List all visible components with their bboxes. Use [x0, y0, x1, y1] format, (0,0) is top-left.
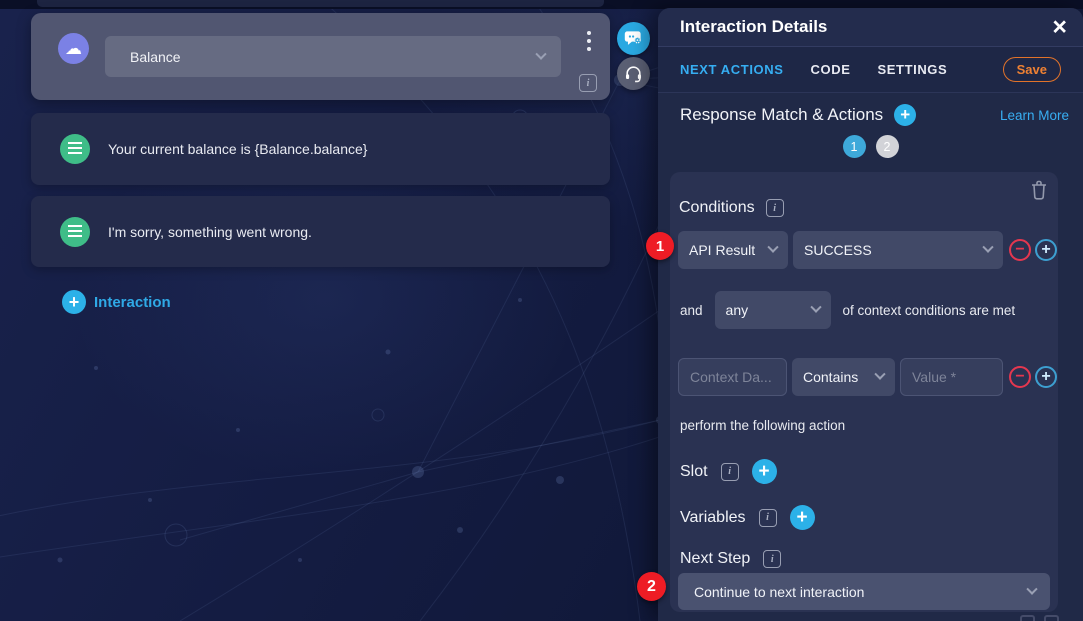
slot-info-icon[interactable]: i	[720, 462, 739, 481]
api-match-select[interactable]: SUCCESS	[793, 231, 1003, 269]
panel-header: Interaction Details ×	[658, 8, 1083, 47]
message-icon	[60, 134, 90, 164]
page-dot-2[interactable]: 2	[875, 135, 899, 158]
cloud-api-icon: ☁	[58, 33, 89, 64]
api-result-select[interactable]: API Result	[678, 231, 788, 269]
chatbot-settings-button[interactable]	[617, 22, 650, 55]
match-pagination: 1 2	[658, 135, 1083, 158]
panel-title: Interaction Details	[680, 17, 828, 36]
remove-condition-button[interactable]: −	[1009, 239, 1031, 261]
chevron-down-icon	[809, 301, 822, 313]
trash-icon[interactable]	[1029, 179, 1049, 201]
panel-tabs: NEXT ACTIONS CODE SETTINGS Save	[658, 47, 1083, 93]
next-step-row: Next Step i	[680, 550, 782, 568]
add-condition-button[interactable]: +	[1035, 239, 1057, 261]
conditions-title-row: Conditions i	[679, 199, 784, 217]
variables-info-icon[interactable]: i	[758, 508, 777, 527]
close-icon[interactable]: ×	[1052, 12, 1067, 41]
cropped-bottom-icons	[1020, 615, 1059, 621]
tab-code[interactable]: CODE	[810, 62, 851, 77]
api-node-card-balance[interactable]: ☁ Balance i	[31, 13, 610, 100]
add-variable-button[interactable]: +	[789, 505, 815, 530]
page-dot-1[interactable]: 1	[842, 135, 866, 158]
add-interaction-label: Interaction	[94, 293, 171, 311]
add-interaction-button[interactable]: + Interaction	[62, 290, 171, 314]
step-badge-2: 2	[637, 572, 666, 601]
conditions-label: Conditions	[679, 199, 755, 216]
step-badge-1: 1	[646, 232, 674, 260]
chat-gear-icon	[624, 31, 641, 45]
variables-row: Variables i +	[680, 505, 815, 530]
value-input[interactable]	[900, 358, 1003, 396]
message-node-success[interactable]: Your current balance is {Balance.balance…	[31, 113, 610, 185]
node-info-icon[interactable]: i	[579, 74, 597, 92]
plus-icon: +	[62, 290, 86, 314]
message-text: I'm sorry, something went wrong.	[108, 223, 312, 240]
interaction-details-panel: Interaction Details × NEXT ACTIONS CODE …	[658, 8, 1083, 621]
add-response-match-button[interactable]: +	[894, 104, 917, 126]
perform-action-text: perform the following action	[680, 418, 846, 433]
message-node-error[interactable]: I'm sorry, something went wrong.	[31, 196, 610, 267]
context-conditions-text: of context conditions are met	[842, 302, 1016, 318]
save-button[interactable]: Save	[1002, 57, 1061, 82]
add-slot-button[interactable]: +	[751, 459, 777, 484]
chevron-down-icon	[767, 241, 779, 253]
chevron-down-icon	[982, 241, 994, 253]
live-agent-button[interactable]	[617, 57, 650, 90]
api-select-value: Balance	[130, 48, 181, 65]
context-logic-row: and any of context conditions are met	[680, 291, 1015, 329]
conditions-card: Conditions i API Result SUCCESS − + and …	[670, 172, 1058, 612]
next-step-info-icon[interactable]: i	[763, 550, 782, 568]
context-data-input[interactable]	[678, 358, 787, 396]
chevron-down-icon	[535, 48, 547, 60]
tab-settings[interactable]: SETTINGS	[877, 62, 948, 77]
api-select[interactable]: Balance	[105, 36, 561, 77]
chevron-down-icon	[874, 368, 886, 380]
add-context-condition-button[interactable]: +	[1035, 366, 1057, 388]
context-condition-row: Contains − +	[678, 358, 1057, 396]
chevron-down-icon	[1026, 583, 1038, 595]
tab-next-actions[interactable]: NEXT ACTIONS	[680, 62, 784, 77]
operator-select[interactable]: Contains	[792, 358, 895, 396]
response-match-section: Response Match & Actions + Learn More	[680, 104, 1069, 126]
api-condition-row: API Result SUCCESS − +	[678, 231, 1057, 269]
slot-row: Slot i +	[680, 459, 777, 484]
remove-context-condition-button[interactable]: −	[1009, 366, 1031, 388]
slot-label: Slot	[680, 462, 708, 480]
next-step-label: Next Step	[680, 550, 751, 567]
and-label: and	[680, 302, 703, 318]
next-step-select[interactable]: Continue to next interaction	[678, 573, 1050, 610]
conditions-info-icon[interactable]: i	[765, 199, 784, 217]
headset-icon	[625, 66, 642, 83]
variables-label: Variables	[680, 508, 746, 526]
partial-card-above	[37, 0, 604, 7]
message-icon	[60, 216, 90, 247]
message-text: Your current balance is {Balance.balance…	[108, 141, 368, 157]
any-all-select[interactable]: any	[714, 291, 831, 329]
section-title: Response Match & Actions	[680, 105, 884, 124]
learn-more-link[interactable]: Learn More	[999, 107, 1069, 123]
node-menu-kebab-icon[interactable]	[582, 27, 596, 55]
